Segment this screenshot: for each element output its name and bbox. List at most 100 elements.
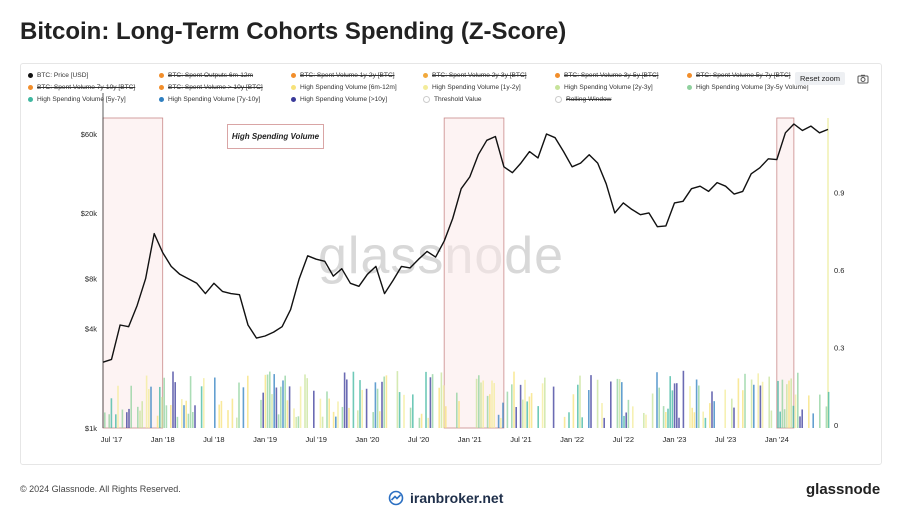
spending-volume-bar <box>159 386 161 428</box>
y-left-tick-label: $8k <box>85 275 97 284</box>
spending-volume-bar <box>563 416 566 428</box>
legend-label: BTC: Price [USD] <box>37 72 89 79</box>
spending-volume-bar <box>214 377 216 428</box>
spending-volume-bar <box>588 390 590 428</box>
annotation-high-spending: High Spending Volume <box>227 124 324 149</box>
spending-volume-bar <box>590 375 592 428</box>
spending-volume-bar <box>669 376 671 428</box>
x-tick-label: Jul '22 <box>613 435 634 444</box>
legend-label: Rolling Window <box>566 96 612 103</box>
spending-volume-bar <box>528 396 531 428</box>
spending-volume-bar <box>359 380 361 428</box>
camera-icon[interactable] <box>857 72 869 84</box>
spending-volume-bar <box>489 394 491 428</box>
spending-volume-bar <box>704 417 707 428</box>
legend-swatch <box>291 73 296 78</box>
spending-volume-bar <box>420 413 423 428</box>
legend-item[interactable]: High Spending Volume [3y-5y Volume] <box>687 84 809 91</box>
spending-volume-bar <box>759 385 762 428</box>
legend-item[interactable]: Threshold Value <box>423 96 482 103</box>
reset-zoom-button[interactable]: Reset zoom <box>795 72 845 85</box>
y-right-tick-label: 0.3 <box>834 344 844 353</box>
legend-item[interactable]: BTC: Price [USD] <box>28 72 88 79</box>
spending-volume-bar <box>737 378 740 428</box>
spending-volume-bar <box>671 390 674 428</box>
legend-item[interactable]: High Spending Volume [2y-3y] <box>555 84 653 91</box>
legend-label: BTC: Spent Volume 1y-2y [BTC] <box>300 72 395 79</box>
legend-swatch <box>687 73 692 78</box>
legend-item[interactable]: High Spending Volume [6m-12m] <box>291 84 397 91</box>
spending-volume-bar <box>779 411 781 428</box>
spending-volume-bar <box>163 377 165 428</box>
legend-item[interactable]: High Spending Volume [5y-7y] <box>28 96 126 103</box>
legend-label: High Spending Volume [5y-7y] <box>37 96 126 103</box>
legend-swatch <box>555 85 560 90</box>
spending-volume-bar <box>262 392 264 428</box>
spending-volume-bar <box>295 416 297 428</box>
brand-center[interactable]: iranbroker.net <box>388 490 503 506</box>
spending-volume-bar <box>601 403 603 428</box>
spending-volume-bar <box>616 378 619 428</box>
legend-item[interactable]: Rolling Window <box>555 96 611 103</box>
spending-volume-bar <box>581 417 583 428</box>
spending-volume-bar <box>781 379 784 428</box>
legend-item[interactable]: High Spending Volume [1y-2y] <box>423 84 521 91</box>
legend-item[interactable]: BTC: Spent Volume 3y-5y [BTC] <box>555 72 659 79</box>
legend-swatch <box>687 85 692 90</box>
legend-label: Threshold Value <box>434 96 482 103</box>
spending-volume-bar <box>750 379 753 428</box>
spending-volume-bar <box>695 379 698 428</box>
y-left-tick-label: $1k <box>85 424 97 433</box>
legend-item[interactable]: High Spending Volume [>10y] <box>291 96 387 103</box>
legend-item[interactable]: BTC: Spent Volume > 10y [BTC] <box>159 84 263 91</box>
legend-item[interactable]: BTC: Spent Volume 1y-2y [BTC] <box>291 72 395 79</box>
legend-swatch <box>28 97 33 102</box>
spending-volume-bar <box>374 382 377 428</box>
spending-volume-bar <box>304 374 306 428</box>
highlight-region <box>102 117 164 429</box>
legend-swatch <box>159 73 164 78</box>
legend-item[interactable]: BTC: Spent Volume 5y-7y [BTC] <box>687 72 791 79</box>
legend-label: BTC: Spent Volume 7y-10y [BTC] <box>37 84 136 91</box>
legend-item[interactable]: High Spending Volume [7y-10y] <box>159 96 260 103</box>
spending-volume-bar <box>768 376 770 428</box>
spending-volume-bar <box>456 392 458 428</box>
spending-volume-bar <box>110 398 113 428</box>
spending-volume-bar <box>148 389 150 428</box>
spending-volume-bar <box>189 376 192 428</box>
legend-label: BTC: Spent Volume > 10y [BTC] <box>168 84 263 91</box>
spending-volume-bar <box>121 409 124 428</box>
x-tick-label: Jan '18 <box>151 435 175 444</box>
spending-volume-bar <box>145 375 148 428</box>
spending-volume-bar <box>337 401 339 428</box>
spending-volume-bar <box>181 399 183 428</box>
spending-volume-bar <box>577 384 579 428</box>
spending-volume-bar <box>610 381 612 428</box>
legend-item[interactable]: BTC: Spent Outputs 6m-12m <box>159 72 253 79</box>
spending-volume-bar <box>689 386 691 428</box>
legend-item[interactable]: BTC: Spent Volume 2y-3y [BTC] <box>423 72 527 79</box>
spending-volume-bar <box>403 394 405 428</box>
spending-volume-bar <box>117 385 119 428</box>
spending-volume-bar <box>541 383 544 428</box>
spending-volume-bar <box>409 407 412 428</box>
legend-swatch <box>28 85 33 90</box>
spending-volume-bar <box>827 391 830 428</box>
spending-volume-bar <box>618 379 621 428</box>
spending-volume-bar <box>429 377 432 428</box>
spending-volume-bar <box>236 417 238 428</box>
spending-volume-bar <box>524 379 526 428</box>
legend-item[interactable]: BTC: Spent Volume 7y-10y [BTC] <box>28 84 135 91</box>
spending-volume-bar <box>247 375 249 428</box>
x-tick-label: Jan '19 <box>253 435 277 444</box>
spending-volume-bar <box>183 405 185 428</box>
spending-volume-bar <box>264 374 267 428</box>
spending-volume-bar <box>396 371 399 428</box>
spending-volume-bar <box>698 385 700 428</box>
legend-swatch <box>28 73 33 78</box>
spending-volume-bar <box>438 387 440 428</box>
spending-volume-bar <box>288 386 291 428</box>
legend-swatch <box>423 73 428 78</box>
spending-volume-bar <box>297 416 300 428</box>
spending-volume-bar <box>275 387 278 428</box>
